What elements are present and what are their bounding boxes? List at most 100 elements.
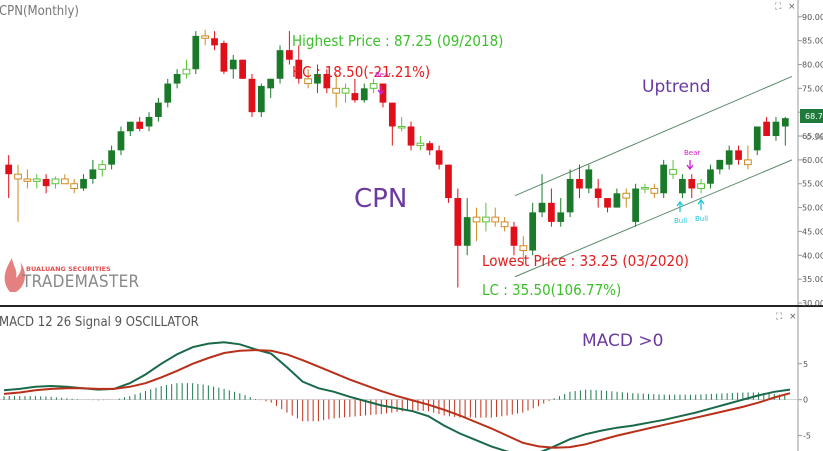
candle-body [89, 169, 97, 179]
osc-panel [0, 307, 798, 451]
candle-body [276, 50, 284, 79]
candle [14, 164, 22, 222]
price-tick-label: 60.00 [802, 156, 823, 165]
candle-body [42, 178, 50, 187]
candle-body [407, 126, 415, 146]
candle-body [286, 50, 293, 60]
macd-line [3, 341, 791, 451]
candle-body [14, 173, 22, 180]
main-close-icon[interactable]: × [788, 2, 796, 12]
candle-body [155, 102, 162, 117]
candle-body [136, 121, 144, 129]
candle [229, 54, 237, 79]
candle-body [538, 202, 546, 213]
candle-body [641, 187, 649, 190]
candle-body [594, 188, 602, 199]
lc-label: LC : 35.50(106.77%) [482, 281, 621, 299]
candle-body [332, 87, 341, 94]
candle [360, 83, 368, 103]
candle-body [613, 193, 621, 208]
main-title[interactable]: CPN(Monthly) [0, 4, 79, 19]
candle [548, 188, 555, 227]
candle [351, 78, 359, 103]
candle [314, 64, 321, 94]
signal-line [3, 349, 791, 449]
price-tick-label: 40.00 [802, 251, 823, 260]
last-osc-value: 0.36 [806, 133, 823, 142]
candle [211, 31, 218, 51]
candle [220, 40, 228, 75]
candle-body [80, 178, 87, 189]
candle [192, 31, 200, 75]
candle [725, 145, 733, 170]
candle [70, 178, 79, 194]
candle [500, 217, 509, 232]
candle [295, 45, 303, 84]
candle [23, 169, 32, 189]
candle [257, 83, 265, 117]
osc-tick-label: 0 [803, 396, 808, 405]
symbol-label: CPN [354, 184, 407, 214]
candle-body [70, 183, 79, 190]
candle-body [482, 216, 490, 223]
candle [445, 164, 452, 203]
candle [679, 174, 686, 199]
candle [407, 121, 415, 151]
candle-body [229, 59, 237, 70]
candle-body [388, 102, 396, 127]
candle-body [622, 192, 631, 199]
uptrend-label: Uptrend [642, 77, 711, 97]
candle [519, 236, 528, 265]
candle-body [744, 159, 752, 166]
candles [5, 29, 789, 288]
candle-body [697, 183, 705, 190]
candle-body [650, 188, 659, 194]
main-expand-icon[interactable]: ⛶ [774, 1, 782, 12]
candle [51, 176, 60, 189]
trend-channel [514, 75, 793, 278]
price-tick-label: 75.00 [802, 84, 823, 93]
candle-body [445, 164, 452, 199]
candle [744, 145, 752, 170]
candle [126, 121, 134, 137]
candle [472, 207, 481, 241]
candle [566, 169, 574, 218]
logo-subtitle: BUALUANG SECURITIES [26, 265, 111, 273]
candle-body [548, 202, 555, 222]
osc-close-icon[interactable]: × [789, 312, 797, 322]
candle-body [314, 74, 321, 84]
candle [753, 126, 761, 156]
candle [669, 159, 677, 179]
candle-body [351, 93, 359, 101]
candle [463, 198, 471, 256]
candle-body [5, 164, 13, 175]
candle [42, 174, 50, 194]
osc-title[interactable]: MACD 12 26 Signal 9 OSCILLATOR [0, 315, 199, 330]
candle-body [126, 121, 134, 132]
logo-title: TRADEMASTER [21, 272, 140, 292]
price-tick-label: 35.00 [802, 275, 823, 284]
candle-body [604, 198, 611, 208]
candle-body [426, 143, 434, 151]
candle [98, 159, 107, 177]
candle [716, 159, 724, 175]
candle [585, 164, 593, 194]
osc-expand-icon[interactable]: ⛶ [775, 311, 783, 322]
bear-arrow-icon [377, 86, 385, 96]
candle-body [360, 88, 368, 101]
candle-body [201, 35, 210, 39]
bull-marker-1: Bull [674, 200, 687, 225]
candle [369, 78, 378, 94]
lowest-price-label: Lowest Price : 33.25 (03/2020) [482, 252, 689, 270]
candle-body [557, 212, 565, 222]
candle [136, 116, 144, 132]
candle-body [510, 226, 518, 246]
candle-body [707, 169, 714, 184]
candle-body [660, 164, 668, 194]
candle [557, 198, 565, 227]
candle-body [239, 59, 246, 79]
candle [763, 116, 770, 137]
candle-body [753, 126, 761, 151]
candle-body [323, 74, 331, 89]
